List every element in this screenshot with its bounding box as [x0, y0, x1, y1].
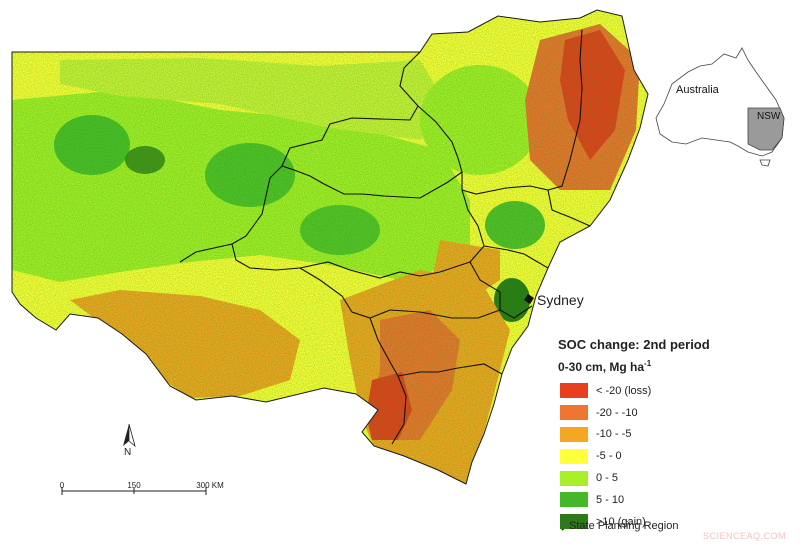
planning-region-boundaries — [179, 29, 591, 445]
legend-item: -10 - -5 — [560, 424, 651, 446]
region-legend: State Planning Region — [563, 520, 678, 532]
legend-label: 0 - 5 — [596, 472, 619, 485]
legend-item: < -20 (loss) — [560, 380, 651, 402]
planning-region-boundary — [547, 189, 591, 227]
legend-label: -10 - -5 — [596, 428, 632, 441]
scale-label-300: 300 KM — [196, 481, 224, 490]
legend-item: 5 - 10 — [560, 489, 651, 511]
legend-label: >10 (gain) — [596, 515, 646, 528]
sydney-label: Sydney — [537, 292, 584, 308]
planning-region-boundary — [179, 51, 421, 263]
scale-bar — [61, 487, 207, 495]
inset-nsw-label: NSW — [757, 111, 781, 122]
north-arrow-icon — [123, 423, 136, 448]
watermark: SCIENCEAQ.COM — [702, 531, 786, 541]
scale-label-0: 0 — [59, 481, 65, 490]
legend-subtitle-exponent: -1 — [644, 359, 652, 368]
scale-label-150: 150 — [127, 481, 141, 490]
planning-region-boundary — [281, 105, 463, 199]
legend-swatch — [560, 383, 588, 399]
australia-inset-map — [655, 47, 785, 167]
planning-region-boundary — [231, 243, 471, 279]
tasmania-outline — [759, 159, 771, 167]
planning-region-boundary — [461, 189, 533, 319]
planning-region-boundary — [397, 363, 503, 377]
legend-subtitle-text: 0-30 cm, Mg ha — [558, 360, 645, 374]
legend-item: >10 (gain) — [560, 511, 651, 533]
north-label: N — [124, 447, 132, 458]
legend-label: -20 - -10 — [596, 406, 638, 419]
legend-label: 5 - 10 — [596, 493, 625, 506]
nsw-inset-highlight — [747, 107, 785, 151]
legend-item: -20 - -10 — [560, 402, 651, 424]
legend-label: -5 - 0 — [596, 450, 622, 463]
planning-region-boundary — [299, 267, 501, 319]
legend-swatch — [560, 426, 588, 442]
legend-item: 0 - 5 — [560, 467, 651, 489]
legend-label: < -20 (loss) — [596, 384, 652, 397]
legend-item: -5 - 0 — [560, 445, 651, 467]
legend-class-list: < -20 (loss) -20 - -10 -10 - -5 -5 - 0 0 - 5… — [560, 380, 651, 533]
legend-swatch — [560, 470, 588, 486]
legend-swatch — [560, 492, 588, 508]
planning-region-boundary — [483, 245, 549, 269]
legend-swatch — [560, 448, 588, 464]
region-legend-label: State Planning Region — [569, 520, 679, 532]
planning-region-boundary — [461, 29, 583, 195]
sydney-marker — [524, 294, 534, 304]
legend-title: SOC change: 2nd period — [558, 337, 710, 352]
legend-subtitle: 0-30 cm, Mg ha-1 — [558, 359, 651, 374]
legend-swatch — [560, 405, 588, 421]
nsw-state-outline — [11, 9, 649, 485]
legend-swatch — [560, 514, 588, 530]
inset-australia-label: Australia — [676, 84, 719, 96]
